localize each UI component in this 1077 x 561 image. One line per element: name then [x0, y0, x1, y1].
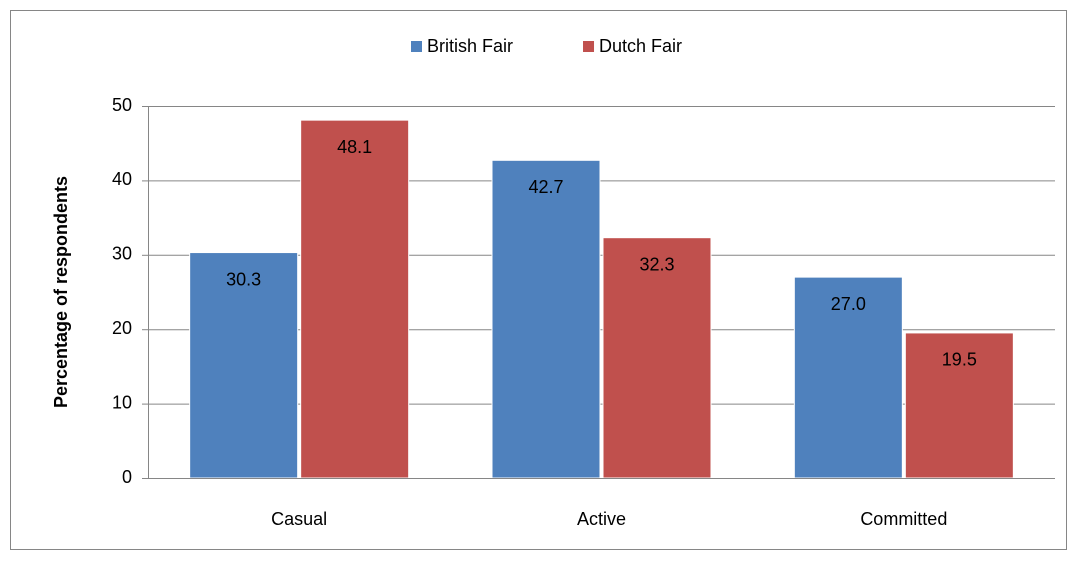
value-label: 27.0 [831, 294, 866, 314]
y-axis-title: Percentage of respondents [51, 176, 71, 408]
bar [602, 237, 712, 479]
y-tick-label: 30 [112, 244, 132, 264]
bar [300, 119, 410, 479]
value-label: 48.1 [337, 137, 372, 157]
x-tick-label: Casual [271, 509, 327, 529]
value-label: 42.7 [528, 177, 563, 197]
legend-swatch [411, 41, 422, 52]
y-tick-label: 0 [122, 467, 132, 487]
x-tick-label: Committed [860, 509, 947, 529]
y-tick-label: 20 [112, 318, 132, 338]
value-label: 32.3 [639, 254, 674, 274]
legend-swatch [583, 41, 595, 52]
bar [189, 252, 299, 479]
bar [904, 332, 1014, 479]
legend-label: Dutch Fair [599, 36, 682, 56]
y-tick-label: 10 [112, 392, 132, 412]
value-label: 19.5 [942, 350, 977, 370]
bar [491, 159, 601, 479]
y-tick-label: 40 [112, 169, 132, 189]
x-tick-label: Active [577, 509, 626, 529]
value-label: 30.3 [226, 269, 261, 289]
legend-label: British Fair [427, 36, 513, 56]
y-tick-label: 50 [112, 95, 132, 115]
